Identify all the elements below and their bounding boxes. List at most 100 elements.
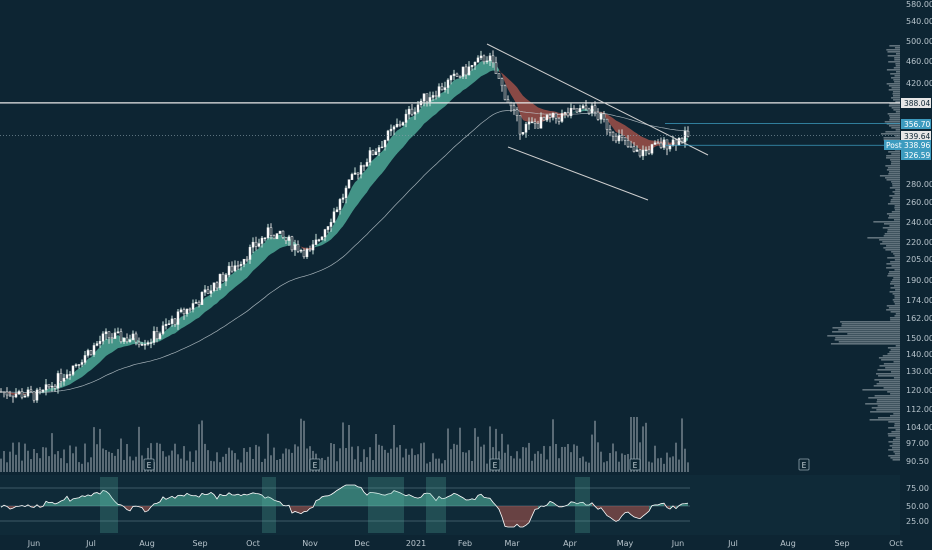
profile-bar bbox=[886, 157, 900, 159]
candle-body bbox=[14, 393, 18, 398]
candle-body bbox=[368, 150, 372, 163]
candle-body bbox=[542, 116, 546, 121]
osc-area bbox=[196, 495, 199, 506]
volume-bar bbox=[579, 458, 581, 472]
candle-body bbox=[158, 333, 162, 340]
ribbon-segment bbox=[373, 157, 376, 184]
volume-bar bbox=[69, 445, 71, 472]
candle-body bbox=[374, 151, 378, 156]
volume-bar bbox=[621, 453, 623, 472]
osc-area bbox=[145, 506, 148, 512]
price-label: 220.00 bbox=[906, 238, 932, 247]
profile-bar bbox=[890, 281, 900, 283]
osc-area bbox=[274, 500, 277, 506]
candle-body bbox=[164, 324, 168, 326]
volume-bar bbox=[648, 461, 650, 472]
volume-bar bbox=[423, 442, 425, 472]
profile-bar bbox=[891, 211, 900, 213]
ribbon-segment bbox=[91, 353, 94, 371]
profile-bar bbox=[895, 101, 900, 103]
volume-bar bbox=[615, 451, 617, 472]
volume-bar bbox=[228, 447, 230, 472]
volume-bar bbox=[216, 452, 218, 472]
profile-bar bbox=[832, 331, 900, 333]
profile-bar bbox=[894, 423, 900, 425]
osc-area bbox=[433, 496, 436, 506]
price-label: 240.00 bbox=[906, 218, 932, 227]
volume-bar bbox=[531, 460, 533, 472]
volume-bar bbox=[114, 455, 116, 472]
volume-bar bbox=[201, 420, 203, 472]
osc-area bbox=[358, 486, 361, 506]
profile-bar bbox=[891, 161, 900, 163]
candle-body bbox=[107, 331, 111, 338]
volume-bar bbox=[162, 451, 164, 472]
profile-bar bbox=[891, 77, 900, 79]
osc-area bbox=[571, 501, 574, 506]
ribbon-segment bbox=[106, 338, 109, 356]
candle-body bbox=[581, 105, 585, 109]
osc-area bbox=[577, 502, 580, 506]
candle-body bbox=[335, 209, 339, 213]
profile-bar bbox=[891, 97, 900, 99]
ribbon-segment bbox=[427, 100, 430, 122]
volume-bar bbox=[129, 456, 131, 472]
volume-bar bbox=[279, 459, 281, 472]
volume-bar bbox=[633, 417, 635, 472]
candle-body bbox=[464, 66, 468, 76]
candle-body bbox=[245, 258, 249, 261]
profile-bar bbox=[877, 417, 900, 419]
profile-bar bbox=[887, 203, 900, 205]
profile-bar bbox=[891, 251, 900, 253]
volume-bar bbox=[102, 448, 104, 472]
candle-body bbox=[200, 292, 204, 305]
ribbon-segment bbox=[52, 387, 55, 391]
candle-body bbox=[59, 373, 63, 382]
profile-bar bbox=[886, 305, 900, 307]
ribbon-segment bbox=[394, 130, 397, 158]
candle-body bbox=[254, 241, 258, 247]
profile-bar bbox=[894, 47, 900, 49]
ribbon-segment bbox=[625, 125, 628, 140]
profile-bar bbox=[895, 63, 900, 65]
ribbon-segment bbox=[97, 347, 100, 365]
candle-body bbox=[515, 109, 519, 116]
profile-bar bbox=[894, 193, 900, 195]
profile-bar bbox=[890, 371, 900, 373]
volume-bar bbox=[582, 456, 584, 472]
candle-body bbox=[146, 342, 150, 345]
volume-bar bbox=[525, 447, 527, 472]
candle-body bbox=[584, 105, 588, 110]
ribbon-segment bbox=[637, 133, 640, 150]
osc-highlight bbox=[426, 477, 446, 533]
ribbon-segment bbox=[361, 171, 364, 200]
profile-bar bbox=[888, 105, 900, 107]
candle-body bbox=[611, 131, 615, 137]
ribbon-segment bbox=[610, 116, 613, 128]
profile-bar bbox=[877, 369, 900, 371]
osc-area bbox=[49, 502, 52, 506]
volume-bar bbox=[426, 463, 428, 472]
candle-body bbox=[194, 301, 198, 304]
ribbon-segment bbox=[61, 381, 64, 388]
candle-body bbox=[203, 289, 207, 293]
volume-bar bbox=[108, 451, 110, 472]
osc-area bbox=[610, 506, 613, 520]
osc-area bbox=[511, 506, 514, 527]
candle-body bbox=[572, 107, 576, 110]
volume-bar bbox=[54, 454, 56, 472]
volume-bar bbox=[213, 461, 215, 472]
ribbon-segment bbox=[640, 135, 643, 150]
volume-bar bbox=[231, 450, 233, 472]
profile-bar bbox=[889, 317, 900, 319]
candle-body bbox=[344, 187, 348, 199]
candle-body bbox=[20, 391, 24, 398]
candle-body bbox=[80, 362, 84, 365]
osc-area bbox=[412, 496, 415, 506]
ribbon-segment bbox=[583, 108, 586, 112]
osc-area bbox=[169, 496, 172, 506]
profile-bar bbox=[876, 409, 900, 411]
osc-area bbox=[574, 502, 577, 506]
osc-area bbox=[292, 506, 295, 514]
